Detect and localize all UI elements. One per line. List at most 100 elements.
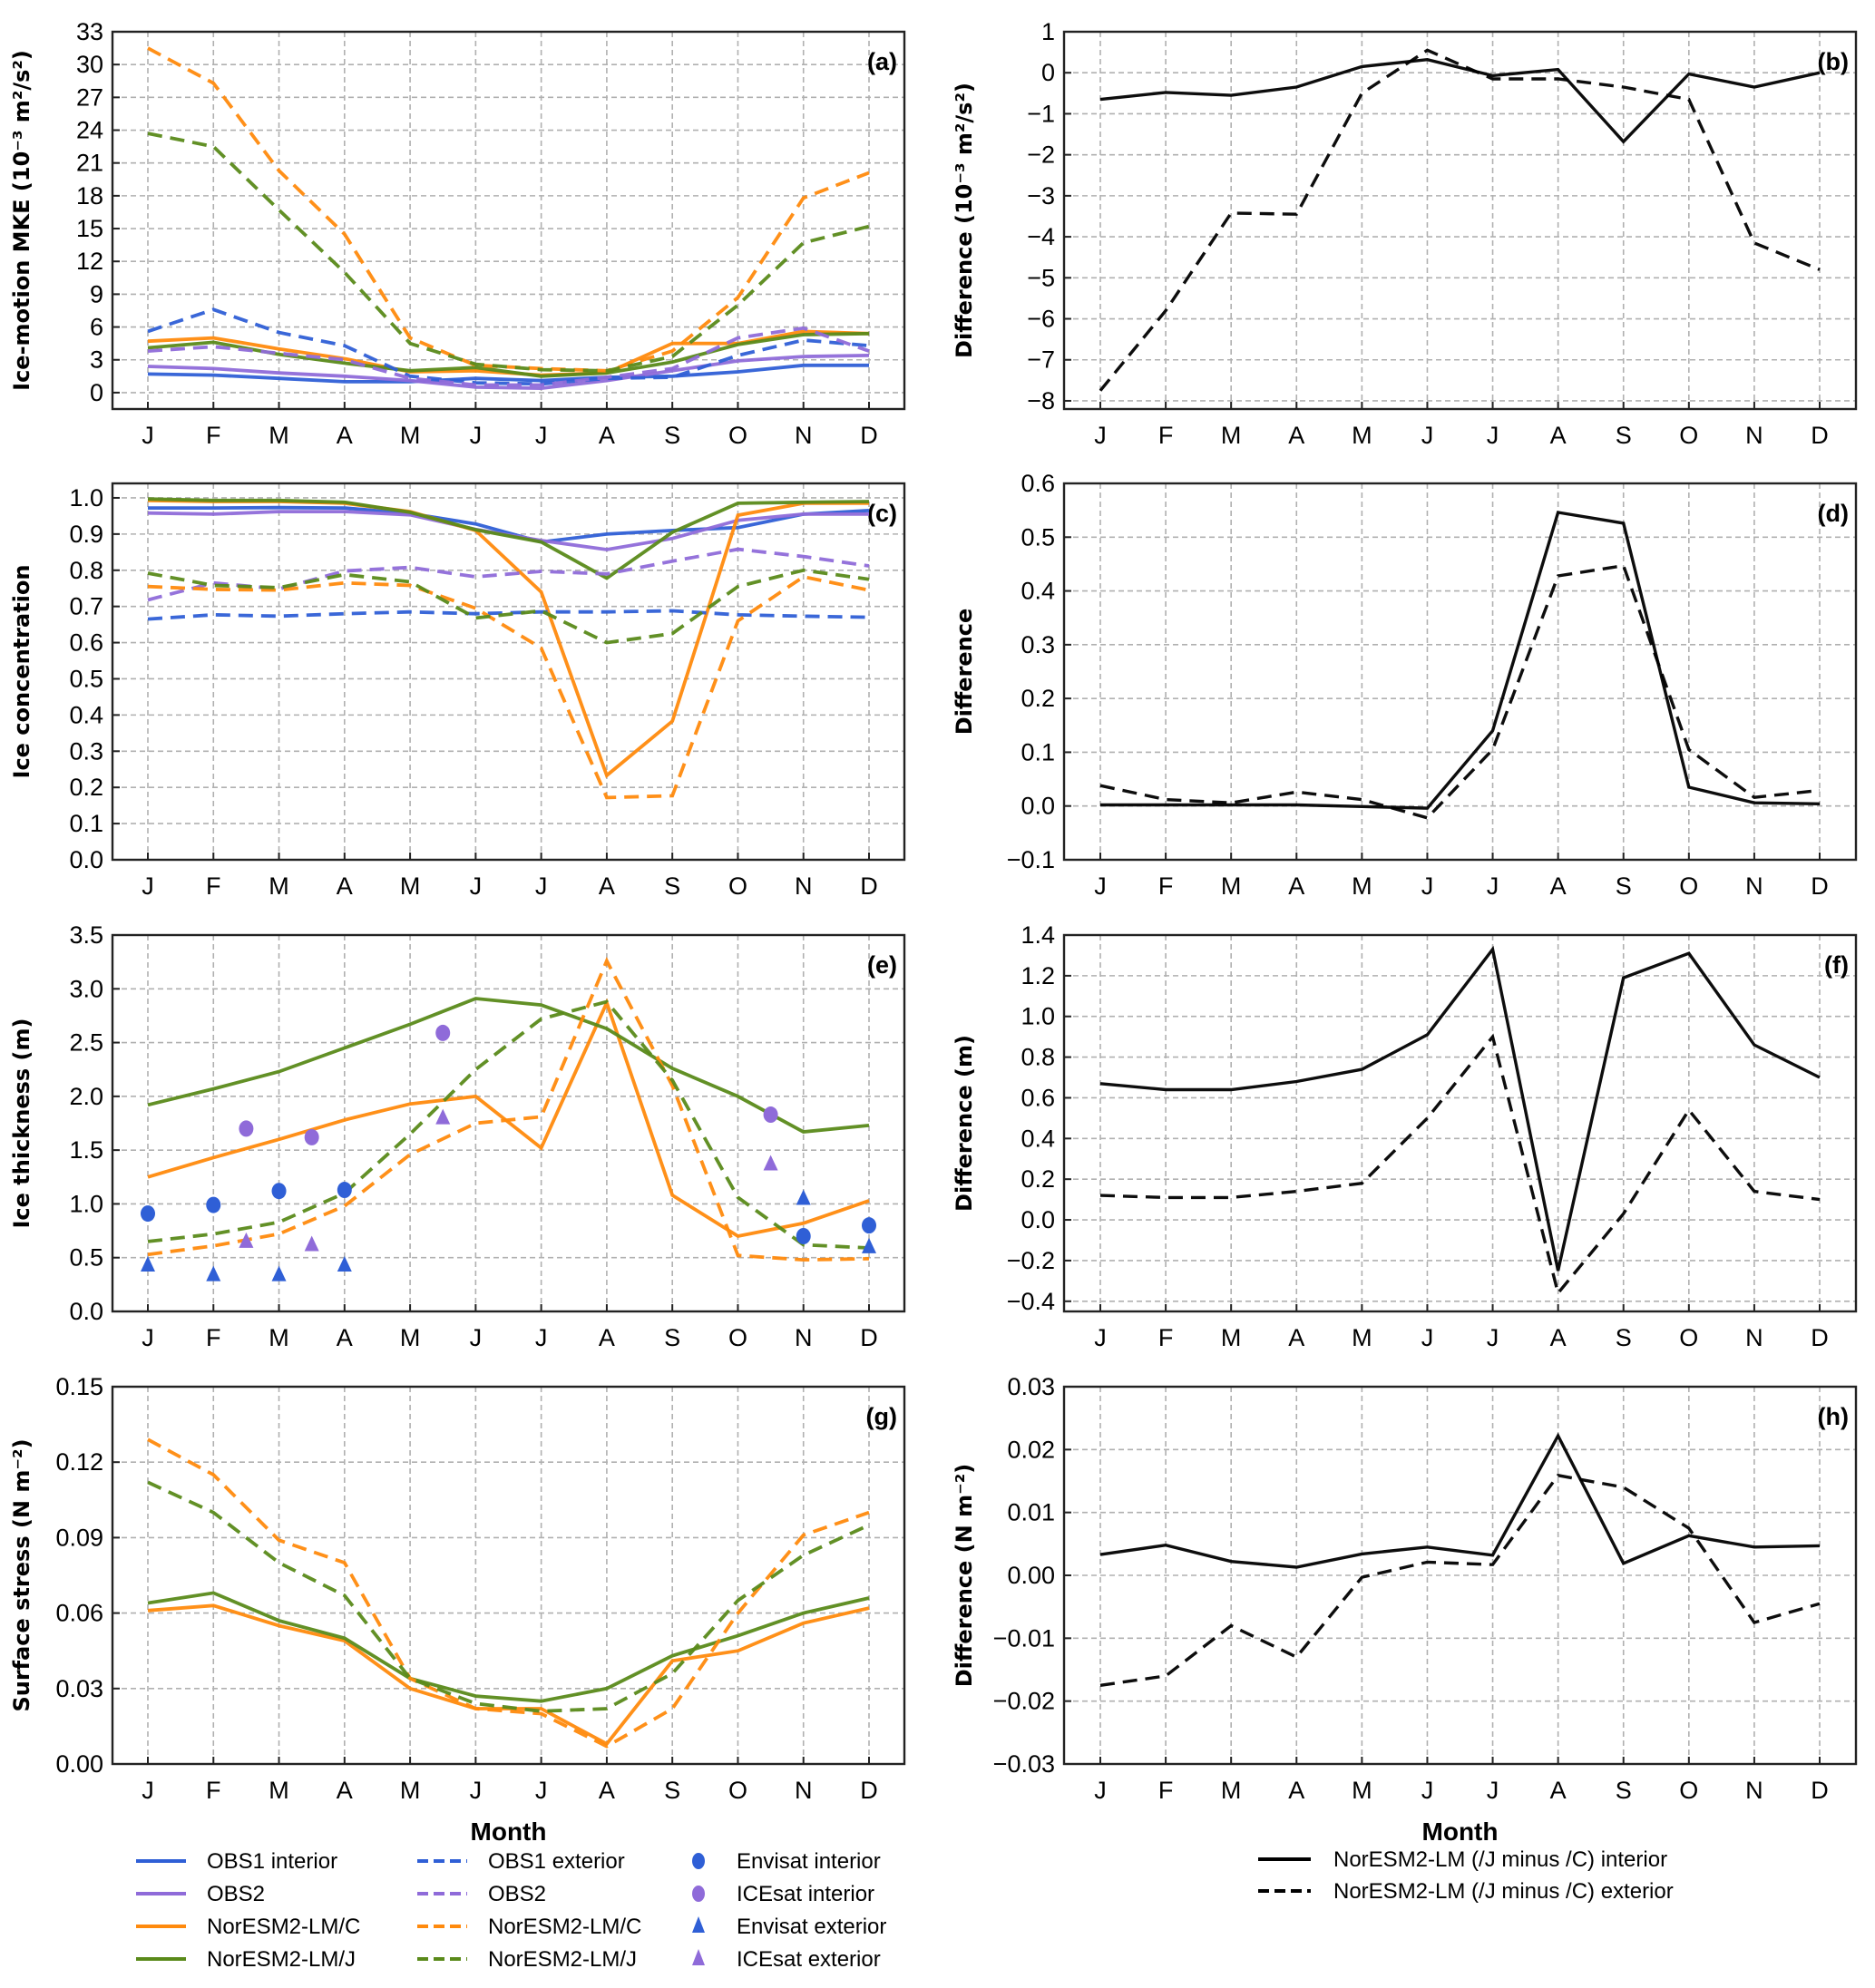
legend-label: OBS1 interior — [207, 1849, 337, 1874]
y-tick-label: 0.0 — [1021, 793, 1055, 820]
x-tick-label: J — [1094, 872, 1107, 900]
plot-frame — [1062, 933, 1858, 1313]
y-tick-label: 0.09 — [55, 1524, 103, 1551]
legend-item: NorESM2-LM/J — [417, 1947, 637, 1972]
plot-frame — [111, 30, 906, 411]
marker-envisat-interior — [206, 1196, 221, 1213]
y-tick-label: 0.1 — [1021, 738, 1055, 765]
x-tick-label: O — [728, 1324, 747, 1351]
x-tick-label: D — [860, 1777, 878, 1804]
series-line-noresm2-lm-j-minus-c-interior — [1099, 1432, 1821, 1569]
marker-envisat-interior — [337, 1182, 352, 1199]
x-tick-label: N — [795, 1324, 813, 1351]
panel-tag: (c) — [867, 500, 897, 527]
legend-circle-marker — [692, 1853, 705, 1869]
x-tick-label: F — [206, 1777, 221, 1804]
series-group — [147, 1437, 870, 1749]
marker-envisat-exterior — [206, 1265, 221, 1281]
y-tick-label: 9 — [90, 280, 103, 307]
plot-frame — [1062, 482, 1858, 862]
y-tick-label: 2.0 — [69, 1083, 103, 1110]
series-line-obs2-exterior — [147, 547, 870, 602]
x-tick-label: F — [1158, 422, 1174, 449]
y-tick-label: 1.2 — [1021, 962, 1055, 989]
legend-label: ICEsat interior — [737, 1882, 874, 1906]
x-tick-label: A — [1288, 1777, 1304, 1804]
y-tick-label: 0.5 — [1021, 523, 1055, 551]
y-tick-label: 0.6 — [1021, 1084, 1055, 1111]
x-tick-label: S — [1616, 422, 1632, 449]
marker-icesat-exterior — [239, 1232, 254, 1248]
y-tick-label: 0 — [90, 379, 103, 406]
series-line-obs2-exterior — [147, 326, 870, 387]
x-tick-label: S — [1616, 1777, 1632, 1804]
x-tick-label: N — [1745, 1777, 1763, 1804]
x-tick-label: A — [599, 872, 615, 900]
y-tick-label: 0.2 — [69, 774, 103, 801]
legend-label: NorESM2-LM/C — [207, 1915, 360, 1939]
y-tick-label: 0.5 — [69, 1244, 103, 1272]
panel-d: J F M A M J J A S O N D −0.1 0.0 0.1 0.2 0.3 0.4 0.5 0.6 Dif… — [952, 470, 1858, 900]
marker-icesat-exterior — [304, 1235, 319, 1252]
y-tick-label: 0.00 — [1007, 1562, 1055, 1589]
x-tick-label: J — [1421, 1777, 1434, 1804]
x-tick-label: J — [1421, 422, 1434, 449]
legend-label: NorESM2-LM/J — [488, 1947, 637, 1972]
panel-tag: (h) — [1818, 1403, 1849, 1430]
series-line-noresm2-lm-j-minus-c-interior — [1100, 511, 1821, 810]
y-tick-label: 0.4 — [1021, 578, 1055, 605]
y-tick-label: 0.2 — [1021, 685, 1055, 712]
series-line-obs1-interior — [148, 505, 870, 544]
panel-tag: (e) — [867, 951, 897, 979]
series-line-noresm2-lm-j-interior — [147, 1591, 870, 1703]
y-tick-label: 0.5 — [69, 665, 103, 692]
legend-item: NorESM2-LM/C — [136, 1915, 360, 1939]
panel-tag: (f) — [1824, 951, 1849, 979]
x-tick-label: O — [1679, 1324, 1698, 1351]
x-tick-label: J — [1487, 872, 1499, 900]
y-axis-label: Difference — [952, 609, 977, 736]
x-tick-label: O — [728, 422, 747, 449]
x-tick-label: J — [1094, 1777, 1107, 1804]
x-tick-label: D — [860, 422, 878, 449]
x-tick-label: J — [1094, 1324, 1107, 1351]
x-axis-label: Month — [471, 1817, 547, 1846]
y-tick-label: 0.8 — [1021, 1044, 1055, 1071]
y-tick-label: 0.8 — [69, 557, 103, 584]
panel-tag: (b) — [1818, 48, 1849, 75]
series-group — [147, 957, 870, 1262]
x-tick-label: J — [1487, 1324, 1499, 1351]
x-tick-label: A — [1288, 872, 1304, 900]
x-tick-label: D — [860, 872, 878, 900]
legend-label: NorESM2-LM (/J minus /C) interior — [1333, 1847, 1667, 1872]
x-tick-label: M — [269, 1777, 289, 1804]
y-tick-label: −3 — [1027, 182, 1055, 210]
y-tick-label: 6 — [90, 314, 103, 341]
y-tick-label: 0 — [1041, 59, 1055, 86]
marker-envisat-interior — [862, 1217, 876, 1234]
x-tick-label: A — [599, 1324, 615, 1351]
x-tick-label: M — [400, 1324, 421, 1351]
series-line-noresm2-lm-j-minus-c-exterior — [1099, 48, 1821, 392]
y-tick-label: 0.06 — [55, 1600, 103, 1627]
legend-item: NorESM2-LM (/J minus /C) interior — [1258, 1847, 1667, 1872]
x-tick-label: A — [1550, 1324, 1567, 1351]
x-tick-label: A — [599, 1777, 615, 1804]
x-tick-label: O — [1679, 422, 1698, 449]
y-tick-label: 0.1 — [69, 810, 103, 837]
legend-label: OBS2 — [488, 1882, 546, 1906]
y-axis-label: Ice-motion MKE (10⁻³ m²/s²) — [9, 50, 34, 391]
series-group — [1099, 1432, 1821, 1687]
series-line-noresm2-lm-c-exterior — [147, 1437, 870, 1749]
x-tick-label: O — [1679, 1777, 1698, 1804]
y-tick-label: 0.9 — [69, 521, 103, 548]
x-tick-label: F — [1158, 872, 1174, 900]
y-tick-label: −4 — [1027, 223, 1055, 250]
series-line-obs1-interior — [147, 363, 869, 384]
x-tick-label: M — [1352, 872, 1372, 900]
y-axis-label: Ice thickness (m) — [9, 1018, 34, 1229]
y-tick-label: −1 — [1027, 100, 1055, 127]
series-line-noresm2-lm-j-minus-c-exterior — [1099, 1473, 1821, 1687]
marker-icesat-exterior — [435, 1108, 451, 1125]
x-tick-label: J — [142, 1777, 154, 1804]
